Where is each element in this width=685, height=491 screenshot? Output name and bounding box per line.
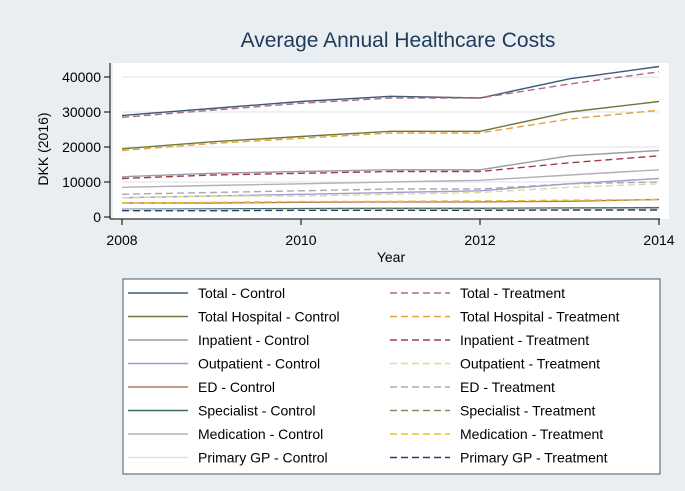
series-line-2: [121, 100, 660, 150]
legend-box: [122, 278, 661, 475]
x-tick-label-1: 2010: [285, 232, 316, 248]
y-axis-title: DKK (2016): [35, 112, 51, 185]
legend-label-3: Total Hospital - Treatment: [460, 309, 620, 325]
axes: 0 10000 20000 30000 40000 2008 2010 2012 2014: [62, 63, 675, 248]
legend-label-6: Outpatient - Control: [198, 356, 320, 372]
y-tick-label-0: 0: [93, 209, 101, 225]
series-layer: [121, 65, 660, 212]
y-tick-label-1: 10000: [62, 174, 101, 190]
series-line-12: [121, 169, 660, 188]
legend-label-1: Total - Treatment: [460, 285, 565, 301]
legend-label-2: Total Hospital - Control: [198, 309, 340, 325]
series-line-5: [121, 155, 660, 180]
y-tick-label-3: 30000: [62, 104, 101, 120]
legend-label-12: Medication - Control: [198, 426, 323, 442]
y-tick-label-4: 40000: [62, 69, 101, 85]
series-line-4: [121, 149, 660, 178]
legend-label-7: Outpatient - Treatment: [460, 356, 600, 372]
series-line-3: [121, 109, 660, 152]
legend-label-4: Inpatient - Control: [198, 332, 309, 348]
legend-label-13: Medication - Treatment: [460, 426, 603, 442]
y-tick-label-2: 20000: [62, 139, 101, 155]
legend-label-10: Specialist - Control: [198, 403, 316, 419]
plot-area: [113, 63, 669, 219]
chart-title: Average Annual Healthcare Costs: [241, 29, 556, 52]
x-tick-label-3: 2014: [643, 232, 674, 248]
legend-label-5: Inpatient - Treatment: [460, 332, 589, 348]
series-line-9: [121, 181, 660, 195]
legend-label-0: Total - Control: [198, 285, 285, 301]
x-tick-label-2: 2012: [464, 232, 495, 248]
x-axis-title: Year: [377, 249, 406, 265]
legend-label-15: Primary GP - Treatment: [460, 450, 608, 466]
legend-label-8: ED - Control: [198, 379, 275, 395]
series-line-7: [121, 183, 660, 199]
legend-label-9: ED - Treatment: [460, 379, 555, 395]
legend-label-11: Specialist - Treatment: [460, 403, 595, 419]
x-tick-label-0: 2008: [106, 232, 137, 248]
legend: Total - Control Total - Treatment Total Ho…: [128, 285, 620, 466]
series-line-0: [121, 65, 660, 117]
series-line-13: [121, 198, 660, 204]
series-line-15: [122, 209, 659, 212]
legend-label-14: Primary GP - Control: [198, 450, 328, 466]
series-line-1: [121, 71, 660, 118]
